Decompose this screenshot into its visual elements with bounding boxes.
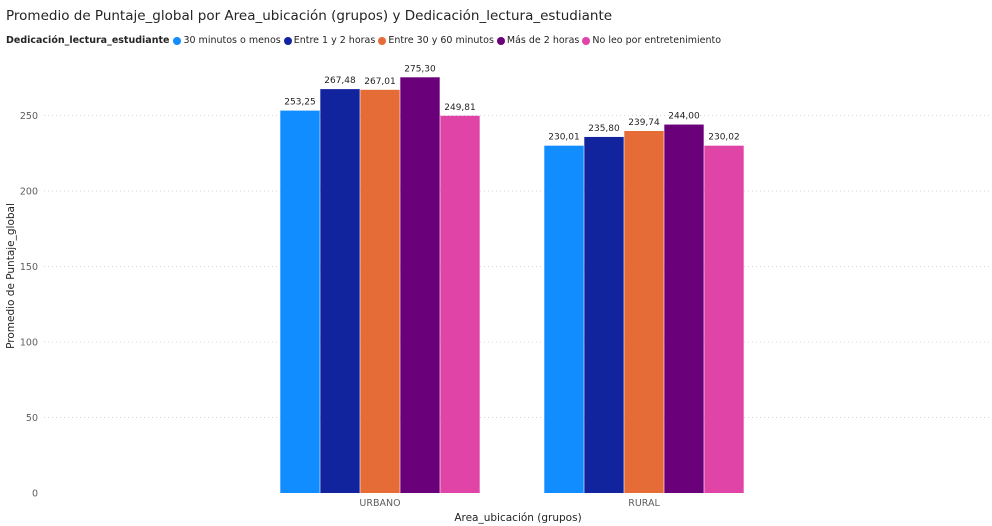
y-tick-label: 250: [20, 111, 38, 122]
y-axis-ticks: 0 50 100 150 200 250: [20, 111, 38, 500]
bar-urbano-4[interactable]: [400, 77, 440, 493]
legend-item-mas-de-2[interactable]: Más de 2 horas: [496, 35, 580, 46]
bar-urbano-5[interactable]: [440, 115, 480, 494]
y-tick-label: 100: [20, 338, 38, 349]
data-label: 253,25: [284, 98, 316, 108]
data-label: 267,48: [324, 76, 356, 86]
legend-title: Dedicación_lectura_estudiante: [6, 35, 170, 46]
data-label: 230,02: [708, 133, 740, 143]
legend-label: Más de 2 horas: [506, 35, 580, 46]
bars: [280, 77, 744, 494]
legend-dot-icon: [283, 36, 292, 45]
bar-rural-2[interactable]: [584, 136, 624, 493]
y-tick-label: 0: [32, 489, 38, 500]
gridlines: [44, 115, 990, 418]
bar-rural-3[interactable]: [624, 130, 664, 493]
x-axis-ticks: URBANO RURAL: [359, 498, 660, 509]
bar-rural-5[interactable]: [704, 145, 744, 493]
y-tick-label: 50: [26, 413, 38, 424]
data-label: 230,01: [548, 133, 580, 143]
legend-item-30-minutos[interactable]: 30 minutos o menos: [173, 35, 281, 46]
legend: Dedicación_lectura_estudiante 30 minutos…: [6, 35, 724, 46]
legend-item-entre-30-y-60[interactable]: Entre 30 y 60 minutos: [378, 35, 494, 46]
data-label: 244,00: [668, 112, 700, 122]
data-label: 267,01: [364, 77, 396, 87]
bar-urbano-3[interactable]: [360, 89, 400, 493]
data-label: 275,30: [404, 64, 436, 74]
data-labels: 253,25 267,48 267,01 275,30 249,81 230,01 235,…: [284, 64, 740, 142]
legend-item-entre-1-y-2[interactable]: Entre 1 y 2 horas: [283, 35, 376, 46]
x-tick-label: RURAL: [628, 498, 660, 509]
legend-dot-icon: [378, 36, 387, 45]
legend-label: Entre 30 y 60 minutos: [388, 35, 494, 46]
bar-rural-4[interactable]: [664, 124, 704, 493]
legend-dot-icon: [173, 36, 182, 45]
legend-label: 30 minutos o menos: [183, 35, 281, 46]
x-tick-label: URBANO: [359, 498, 400, 509]
chart-title: Promedio de Puntaje_global por Area_ubic…: [6, 8, 613, 24]
bar-rural-1[interactable]: [544, 145, 584, 493]
x-axis-title: Area_ubicación (grupos): [454, 512, 581, 524]
legend-dot-icon: [582, 36, 591, 45]
y-tick-label: 200: [20, 187, 38, 198]
data-label: 249,81: [444, 103, 476, 113]
legend-label: Entre 1 y 2 horas: [293, 35, 376, 46]
bar-urbano-1[interactable]: [280, 110, 320, 493]
legend-item-no-leo[interactable]: No leo por entretenimiento: [582, 35, 721, 46]
bar-urbano-2[interactable]: [320, 89, 360, 494]
legend-label: No leo por entretenimiento: [592, 35, 722, 46]
data-label: 239,74: [628, 118, 660, 128]
y-axis-title: Promedio de Puntaje_global: [5, 203, 17, 349]
data-label: 235,80: [588, 124, 620, 134]
legend-dot-icon: [496, 36, 505, 45]
y-tick-label: 150: [20, 262, 38, 273]
